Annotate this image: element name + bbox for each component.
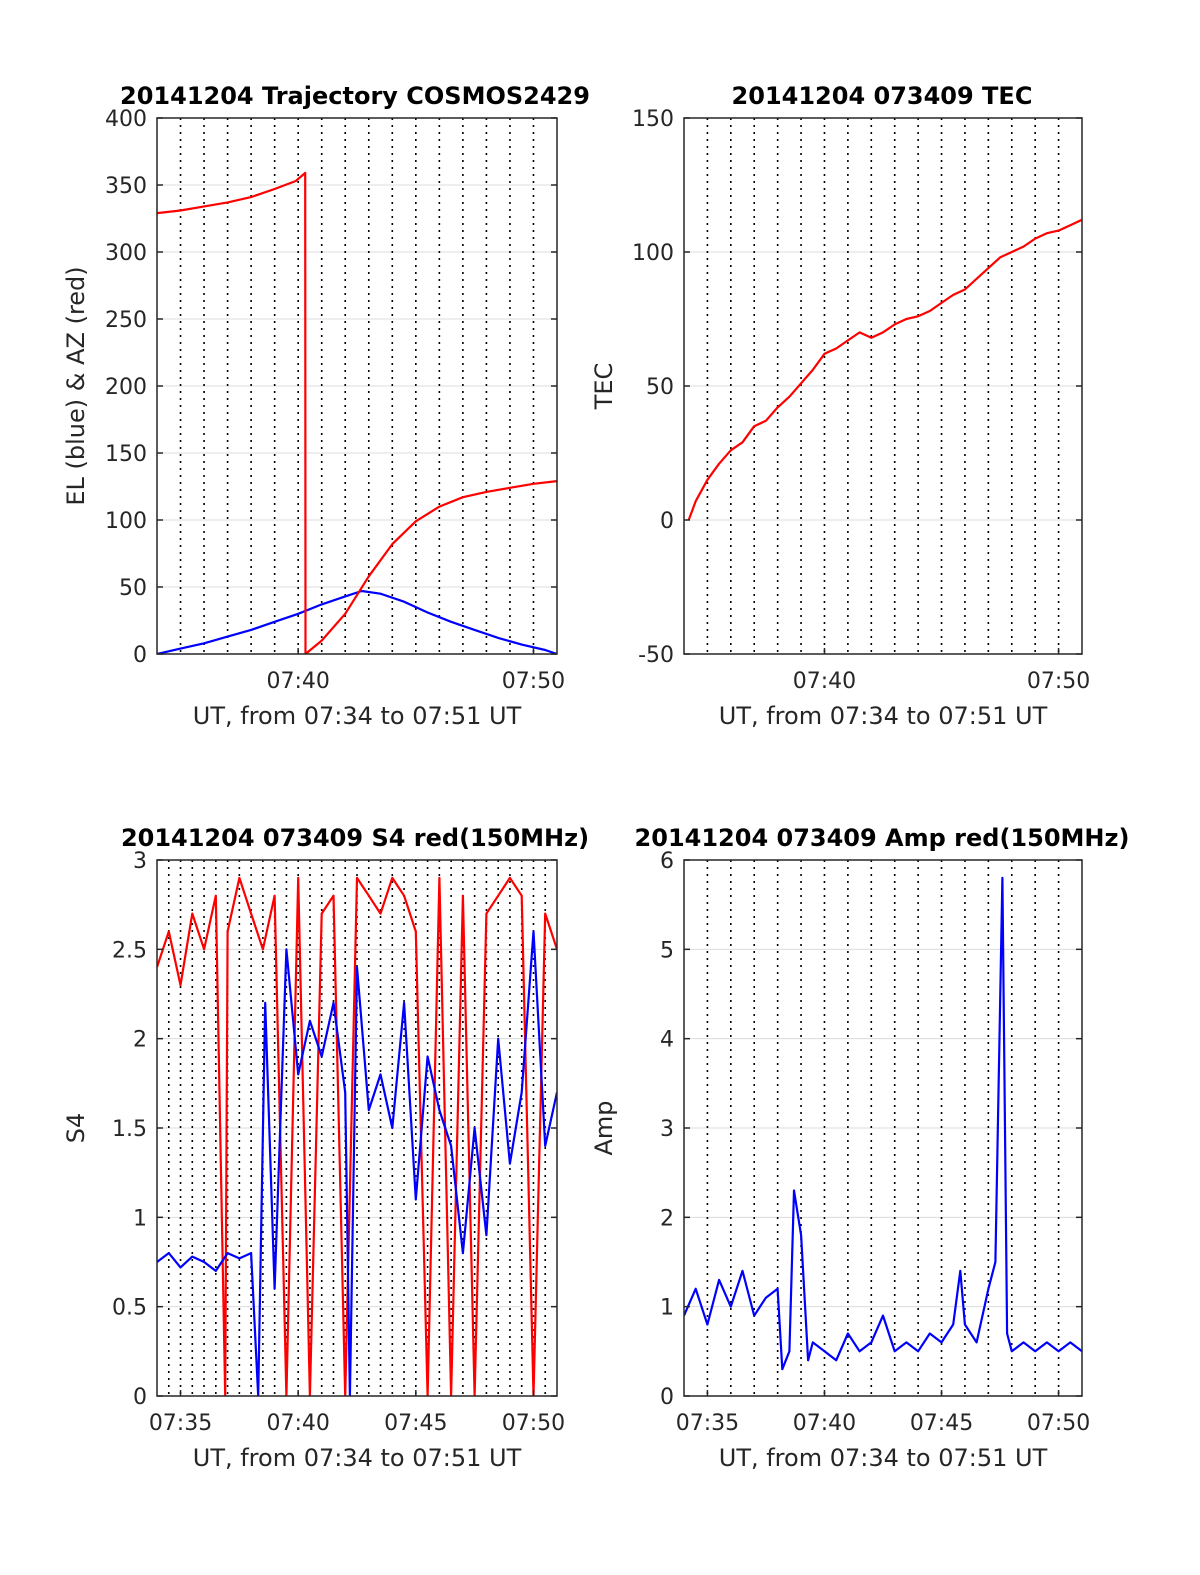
x-tick-label: 07:35 (149, 1411, 212, 1436)
y-tick-label: 100 (105, 509, 147, 534)
x-tick-label: 07:35 (676, 1411, 739, 1436)
y-tick-label: 2 (660, 1206, 674, 1231)
chart-panel-4: 0 1 2 3 4 5 6 07:35 07:40 07:45 07:50 20141204 0734… (590, 824, 1129, 1472)
y-tick-label: 0 (660, 509, 674, 534)
y-tick-label: 350 (105, 174, 147, 199)
y-tick-label: 6 (660, 849, 674, 874)
series-line-2 (157, 930, 557, 1396)
y-tick-label: 4 (660, 1028, 674, 1053)
y-tick-label: 250 (105, 308, 147, 333)
y-tick-label: 50 (646, 375, 674, 400)
y-tick-label: -50 (638, 643, 674, 668)
y-axis-label: TEC (590, 363, 618, 411)
y-tick-label: 300 (105, 241, 147, 266)
series-line-1 (157, 589, 557, 654)
x-axis-label: UT, from 07:34 to 07:51 UT (719, 702, 1048, 730)
x-tick-label: 07:50 (1027, 1411, 1090, 1436)
y-tick-label: 0 (133, 643, 147, 668)
y-tick-label: 0.5 (112, 1296, 147, 1321)
y-tick-label: 0 (660, 1385, 674, 1410)
x-axis-label: UT, from 07:34 to 07:51 UT (193, 1444, 522, 1472)
x-tick-label: 07:45 (910, 1411, 973, 1436)
x-axis-label: UT, from 07:34 to 07:51 UT (193, 702, 522, 730)
x-tick-label: 07:50 (502, 669, 565, 694)
chart-title: 20141204 073409 TEC (732, 82, 1033, 110)
y-tick-label: 3 (133, 849, 147, 874)
y-tick-label: 200 (105, 375, 147, 400)
series-group (687, 218, 1082, 521)
y-tick-label: 1.5 (112, 1117, 147, 1142)
y-tick-label: 1 (660, 1296, 674, 1321)
chart-title: 20141204 073409 S4 red(150MHz) (121, 824, 589, 852)
y-tick-label: 50 (119, 576, 147, 601)
series-line-2 (157, 171, 557, 654)
y-tick-label: 2 (133, 1028, 147, 1053)
chart-panel-1: 0 50 100 150 200 250 300 350 400 07:40 07:50 201412… (62, 82, 590, 730)
y-tick-label: 400 (105, 107, 147, 132)
y-tick-label: 150 (105, 442, 147, 467)
x-tick-label: 07:40 (793, 1411, 856, 1436)
y-tick-label: 150 (632, 107, 674, 132)
chart-title: 20141204 073409 Amp red(150MHz) (635, 824, 1130, 852)
y-tick-label: 5 (660, 938, 674, 963)
chart-panel-3: 0 0.5 1 1.5 2 2.5 3 07:35 07:40 07:45 07:50 2014120… (62, 824, 589, 1472)
series-group (157, 171, 557, 654)
y-tick-label: 1 (133, 1206, 147, 1231)
y-axis-label: S4 (62, 1113, 90, 1144)
x-tick-label: 07:50 (502, 1411, 565, 1436)
chart-title: 20141204 Trajectory COSMOS2429 (120, 82, 590, 110)
series-line-1 (157, 876, 557, 1396)
y-axis-label: Amp (590, 1100, 618, 1155)
series-line-1 (684, 876, 1082, 1371)
y-tick-label: 3 (660, 1117, 674, 1142)
x-tick-label: 07:45 (384, 1411, 447, 1436)
x-tick-label: 07:40 (793, 669, 856, 694)
y-tick-label: 100 (632, 241, 674, 266)
y-axis-label: EL (blue) & AZ (red) (62, 266, 90, 505)
series-line-1 (687, 218, 1082, 521)
series-group (684, 876, 1082, 1371)
chart-panel-2: -50 0 50 100 150 07:40 07:50 20141204 073409 TE… (590, 82, 1090, 730)
y-tick-label: 2.5 (112, 938, 147, 963)
series-group (157, 876, 557, 1396)
x-tick-label: 07:50 (1027, 669, 1090, 694)
x-axis-label: UT, from 07:34 to 07:51 UT (719, 1444, 1048, 1472)
x-tick-label: 07:40 (266, 669, 329, 694)
x-tick-label: 07:40 (266, 1411, 329, 1436)
y-tick-label: 0 (133, 1385, 147, 1410)
